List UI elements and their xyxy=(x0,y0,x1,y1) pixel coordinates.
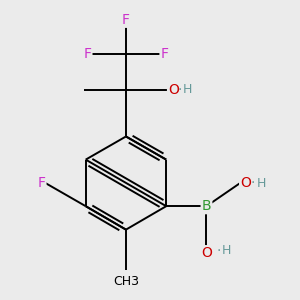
Text: F: F xyxy=(83,47,92,61)
Text: ·: · xyxy=(177,83,182,97)
Text: F: F xyxy=(122,13,130,27)
Text: O: O xyxy=(240,176,251,190)
Text: ·: · xyxy=(251,176,255,190)
Text: CH3: CH3 xyxy=(113,275,139,288)
Text: H: H xyxy=(257,176,266,190)
Text: H: H xyxy=(183,83,192,96)
Text: ·: · xyxy=(216,244,220,258)
Text: B: B xyxy=(202,199,211,213)
Text: F: F xyxy=(38,176,45,190)
Text: O: O xyxy=(168,83,179,97)
Text: O: O xyxy=(201,246,212,260)
Text: F: F xyxy=(160,47,169,61)
Text: H: H xyxy=(222,244,232,257)
